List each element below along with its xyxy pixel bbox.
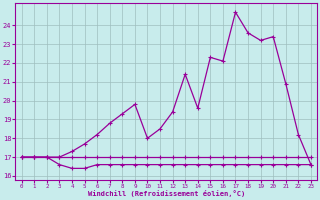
X-axis label: Windchill (Refroidissement éolien,°C): Windchill (Refroidissement éolien,°C) xyxy=(88,190,245,197)
